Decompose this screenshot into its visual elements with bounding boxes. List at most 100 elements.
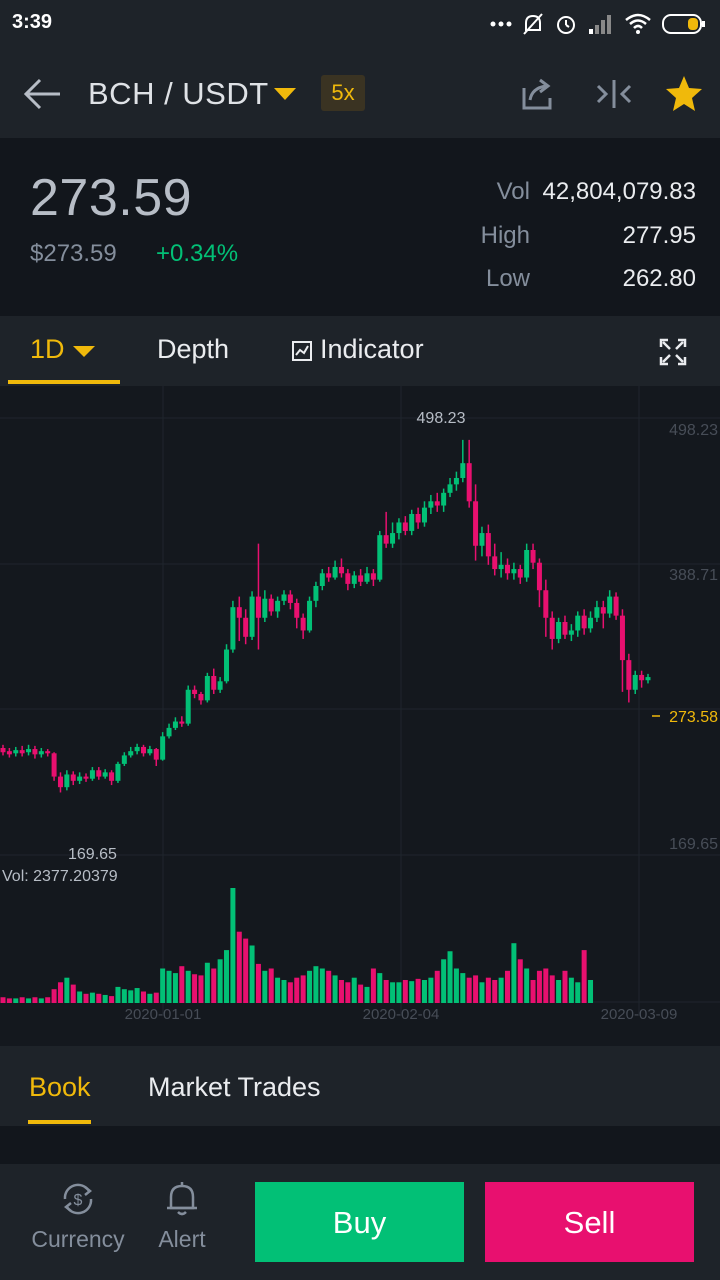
- chart-canvas[interactable]: 498.23 388.71 169.65 498.23 169.65 273.5…: [0, 386, 720, 1046]
- more-dots-icon: [490, 21, 512, 27]
- pair-dropdown-icon[interactable]: [274, 88, 296, 100]
- volume-bar: [243, 938, 249, 1003]
- tab-interval[interactable]: 1D: [30, 334, 65, 364]
- candle: [632, 674, 638, 690]
- volume-bar: [396, 982, 402, 1003]
- currency-label: Currency: [31, 1226, 125, 1252]
- volume-bar: [198, 975, 204, 1003]
- compare-icon[interactable]: [594, 74, 634, 114]
- candlestick-chart[interactable]: 498.23 388.71 169.65 498.23 169.65 273.5…: [0, 386, 720, 1046]
- volume-bar: [479, 982, 485, 1003]
- book-tabs: Book Market Trades: [0, 1046, 720, 1126]
- candle: [607, 596, 613, 614]
- volume-bar: [268, 968, 274, 1003]
- volume-bar: [524, 968, 530, 1003]
- candle: [140, 746, 146, 754]
- volume-bar: [428, 977, 434, 1003]
- volume-bar: [102, 994, 108, 1003]
- price-summary: 273.59 $273.59 +0.34% Vol 42,804,079.83 …: [0, 138, 720, 316]
- buy-button[interactable]: Buy: [255, 1182, 464, 1262]
- volume-bar: [140, 991, 146, 1003]
- volume-bar: [383, 980, 389, 1003]
- candle: [26, 749, 32, 753]
- alert-nav[interactable]: Alert: [132, 1178, 232, 1253]
- volume-bar: [19, 997, 25, 1003]
- last-price: 273.59: [30, 169, 193, 227]
- volume-bar: [377, 973, 383, 1003]
- book-tab-indicator: [28, 1120, 91, 1124]
- chart-tabs: 1D Depth Indicator: [0, 316, 720, 386]
- battery-icon: [662, 14, 705, 34]
- candle: [434, 501, 440, 506]
- volume-bar: [498, 977, 504, 1003]
- back-arrow-icon[interactable]: [20, 74, 64, 114]
- candle: [64, 774, 70, 788]
- candle: [332, 566, 338, 578]
- candle: [57, 776, 63, 788]
- tab-active-indicator: [8, 380, 120, 384]
- leverage-badge[interactable]: 5x: [321, 75, 365, 111]
- candle: [262, 598, 268, 618]
- candle: [211, 676, 217, 690]
- volume-bar: [530, 980, 536, 1003]
- volume-bar: [45, 997, 51, 1003]
- volume-bar: [568, 977, 574, 1003]
- x-tick-1: 2020-01-01: [125, 1006, 202, 1023]
- fullscreen-icon[interactable]: [659, 338, 687, 366]
- volume-bar: [460, 973, 466, 1003]
- status-icons: [490, 10, 706, 38]
- tab-indicator[interactable]: Indicator: [320, 334, 424, 364]
- interval-dropdown-icon[interactable]: [73, 346, 95, 357]
- candle: [498, 564, 504, 570]
- volume-bars: [0, 888, 594, 1003]
- volume-bar: [556, 980, 562, 1003]
- tab-market-trades[interactable]: Market Trades: [148, 1072, 321, 1102]
- candle: [613, 596, 619, 616]
- candle: [198, 694, 204, 701]
- candle: [402, 522, 408, 531]
- candle: [6, 751, 12, 755]
- volume-bar: [313, 966, 319, 1003]
- high-label: High: [480, 222, 530, 249]
- candle: [121, 755, 127, 764]
- indicator-icon[interactable]: [291, 340, 313, 362]
- low-label: Low: [485, 265, 530, 292]
- volume-bar: [466, 977, 472, 1003]
- currency-icon: $: [63, 1183, 93, 1215]
- volume-bar: [294, 977, 300, 1003]
- candle: [530, 550, 536, 563]
- volume-bar: [128, 990, 134, 1003]
- candle: [383, 535, 389, 544]
- tab-depth[interactable]: Depth: [157, 334, 230, 364]
- volume-bar: [217, 959, 223, 1003]
- candle: [13, 750, 19, 754]
- candle: [460, 463, 466, 478]
- tab-book[interactable]: Book: [29, 1072, 91, 1102]
- candle: [89, 770, 95, 779]
- candle: [396, 522, 402, 534]
- volume-bar: [505, 970, 511, 1003]
- volume-bar: [402, 980, 408, 1003]
- candle: [185, 689, 191, 724]
- candle: [338, 566, 344, 574]
- volume-bar: [517, 959, 523, 1003]
- volume-bar: [32, 997, 38, 1003]
- pair-selector[interactable]: BCH / USDT: [88, 76, 269, 111]
- candle: [45, 751, 51, 754]
- change-percent: +0.34%: [156, 240, 239, 267]
- share-icon[interactable]: [516, 74, 556, 114]
- volume-bar: [287, 982, 293, 1003]
- volume-bar: [511, 943, 517, 1003]
- volume-bar: [57, 982, 63, 1003]
- candle: [96, 770, 102, 777]
- volume-bar: [6, 998, 12, 1003]
- currency-nav[interactable]: $ Currency: [28, 1178, 128, 1253]
- sell-button[interactable]: Sell: [485, 1182, 694, 1262]
- candle: [524, 550, 530, 578]
- volume-bar: [185, 970, 191, 1003]
- favorite-star-icon[interactable]: [664, 74, 704, 114]
- candle: [421, 507, 427, 523]
- volume-bar: [51, 989, 57, 1003]
- volume-bar: [364, 986, 370, 1003]
- candle: [479, 533, 485, 546]
